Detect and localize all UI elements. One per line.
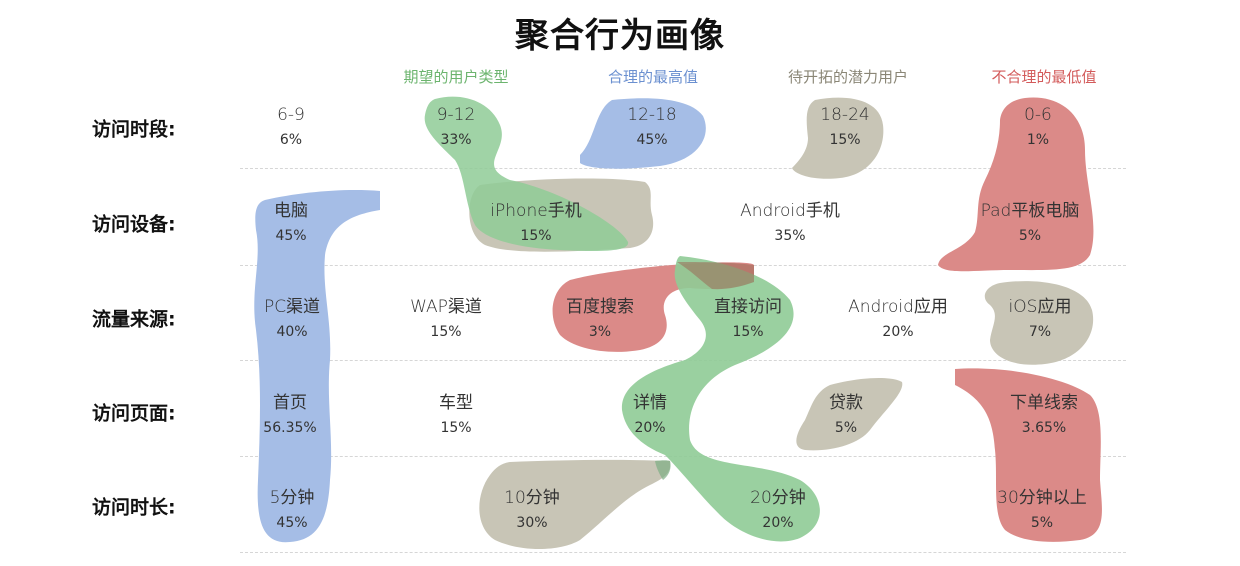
row-label-traffic-source: 流量来源: <box>92 308 176 331</box>
blob-direct-detail-20min-green <box>621 256 820 542</box>
cell-source-baidu: 百度搜索 3% <box>566 297 634 340</box>
blob-12-18 <box>580 98 706 169</box>
cell-duration-5min: 5分钟 45% <box>269 488 315 531</box>
cell-device-android: Android手机 35% <box>740 201 840 244</box>
cell-time-9-12: 9-12 33% <box>436 105 476 148</box>
blob-ios-gray <box>984 281 1094 365</box>
cell-device-pad: Pad平板电脑 5% <box>980 201 1080 244</box>
cell-page-loan: 贷款 5% <box>829 393 863 436</box>
legend-reasonable-highest: 合理的最高值 <box>607 68 699 86</box>
blob-order-30min-red <box>955 368 1102 542</box>
cell-device-iphone: iPhone手机 15% <box>490 201 582 244</box>
blob-0-6-pad-red <box>938 97 1094 272</box>
legend-potential-users: 待开拓的潜力用户 <box>787 68 909 86</box>
cell-device-pc: 电脑 45% <box>274 201 308 244</box>
cell-duration-20min: 20分钟 20% <box>750 488 806 531</box>
cell-source-pc: PC渠道 40% <box>263 297 321 340</box>
row-divider <box>240 552 1126 553</box>
cell-duration-10min: 10分钟 30% <box>504 488 560 531</box>
cell-page-detail: 详情 20% <box>633 393 667 436</box>
cell-time-12-18: 12-18 45% <box>627 105 677 148</box>
cell-page-model: 车型 15% <box>439 393 473 436</box>
blob-overlap <box>677 262 754 290</box>
cell-source-direct: 直接访问 15% <box>714 297 782 340</box>
page-title: 聚合行为画像 <box>515 16 725 56</box>
cell-time-0-6: 0-6 1% <box>1024 105 1052 148</box>
cell-source-wap: WAP渠道 15% <box>410 297 482 340</box>
blob-loan-gray <box>796 378 903 451</box>
blob-reasonable-highest-column <box>254 190 380 543</box>
row-label-access-time: 访问时段: <box>92 118 176 141</box>
blob-10min-gray <box>479 459 671 549</box>
legend-unreasonable-lowest: 不合理的最低值 <box>991 68 1097 86</box>
row-label-device: 访问设备: <box>92 213 176 236</box>
cell-source-ios-app: iOS应用 7% <box>1008 297 1072 340</box>
cell-time-6-9: 6-9 6% <box>277 105 305 148</box>
row-label-page: 访问页面: <box>92 402 176 425</box>
cell-duration-30min-plus: 30分钟以上 5% <box>997 488 1087 531</box>
row-divider <box>240 168 1126 169</box>
legend-expected-user-type: 期望的用户类型 <box>403 68 509 86</box>
row-divider <box>240 360 1126 361</box>
cell-page-order-lead: 下单线索 3.65% <box>1010 393 1078 436</box>
cell-source-android-app: Android应用 20% <box>848 297 948 340</box>
row-label-duration: 访问时长: <box>92 496 176 519</box>
blob-9-12-iphone-green <box>424 96 629 252</box>
cell-time-18-24: 18-24 15% <box>820 105 870 148</box>
blob-18-24 <box>792 97 884 179</box>
blob-10min-overlap <box>655 460 671 480</box>
cell-page-home: 首页 56.35% <box>263 393 317 436</box>
